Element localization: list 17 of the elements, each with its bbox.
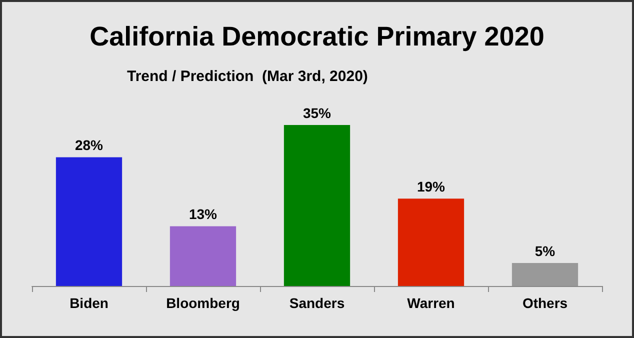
- bar: [398, 198, 464, 286]
- x-tick-label: Warren: [407, 295, 455, 311]
- data-label: 5%: [534, 243, 556, 259]
- x-tick-label: Others: [522, 295, 568, 311]
- data-label: 13%: [188, 206, 218, 222]
- bar: [170, 226, 236, 286]
- bar: [512, 263, 578, 286]
- bar: [56, 157, 122, 286]
- bar: [284, 125, 350, 286]
- data-label: 19%: [416, 178, 446, 195]
- x-tick-label: Biden: [70, 295, 108, 311]
- chart-subtitle: Trend / Prediction (Mar 3rd, 2020): [127, 68, 368, 85]
- chart-title: California Democratic Primary 2020: [90, 22, 544, 52]
- x-tick-label: Bloomberg: [166, 295, 240, 311]
- data-label: 28%: [74, 137, 104, 154]
- x-tick-label: Sanders: [289, 295, 345, 311]
- data-label: 35%: [302, 105, 332, 121]
